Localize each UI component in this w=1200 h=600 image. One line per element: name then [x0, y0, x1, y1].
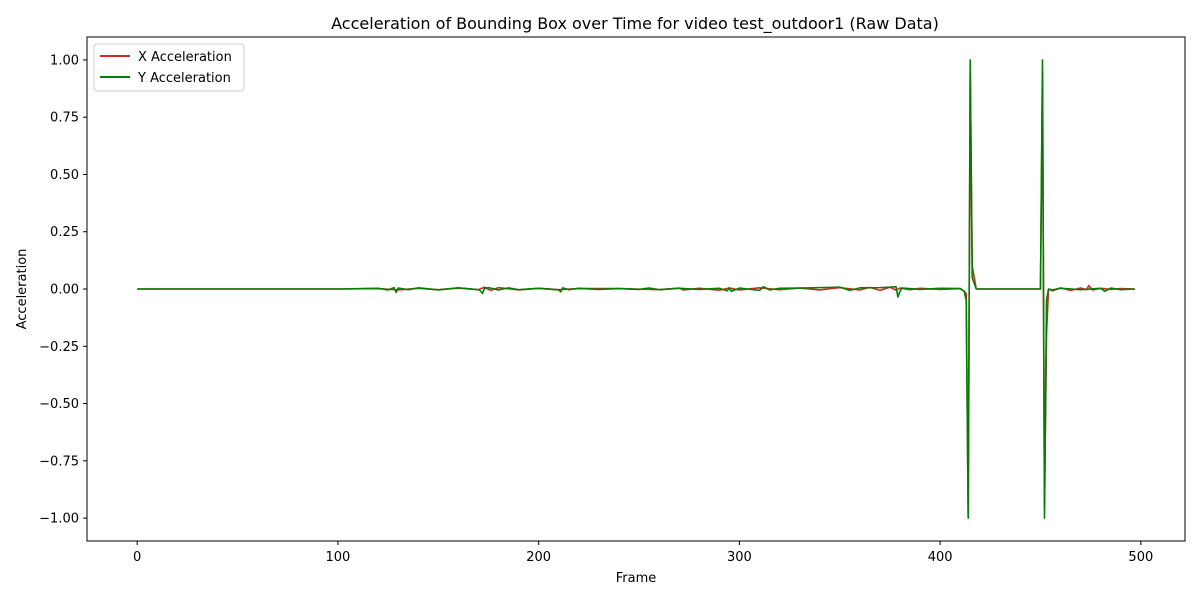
y-tick-label: −0.75 [39, 454, 79, 469]
x-tick-label: 400 [928, 550, 953, 565]
x-axis-label: Frame [616, 571, 657, 586]
y-tick-label: −0.50 [39, 397, 79, 412]
x-tick-label: 500 [1128, 550, 1153, 565]
y-axis-ticks: 1.00 0.75 0.50 0.25 0.00 −0.25 −0.50 −0.75 −1.00 [39, 53, 87, 527]
legend-box [93, 43, 245, 92]
y-tick-label: 0.25 [50, 225, 79, 240]
chart-title: Acceleration of Bounding Box over Time f… [331, 14, 939, 34]
legend-label-x-acceleration: X Acceleration [138, 50, 232, 65]
y-tick-label: −1.00 [39, 512, 79, 527]
y-tick-label: 1.00 [50, 53, 79, 68]
y-axis-label: Acceleration [15, 249, 30, 330]
y-tick-label: −0.25 [39, 340, 79, 355]
legend: X Acceleration Y Acceleration [93, 43, 245, 92]
x-tick-label: 100 [326, 550, 351, 565]
legend-label-y-acceleration: Y Acceleration [137, 71, 231, 86]
x-tick-label: 300 [727, 550, 752, 565]
x-tick-label: 200 [526, 550, 551, 565]
x-tick-label: 0 [133, 550, 141, 565]
plot-area [137, 59, 1135, 519]
series-line-y-acceleration [137, 59, 1135, 519]
axes-frame [86, 36, 1186, 542]
y-tick-label: 0.75 [50, 111, 79, 126]
y-tick-label: 0.00 [50, 283, 79, 298]
y-tick-label: 0.50 [50, 168, 79, 183]
x-axis-ticks: 0 100 200 300 400 500 [133, 541, 1153, 565]
